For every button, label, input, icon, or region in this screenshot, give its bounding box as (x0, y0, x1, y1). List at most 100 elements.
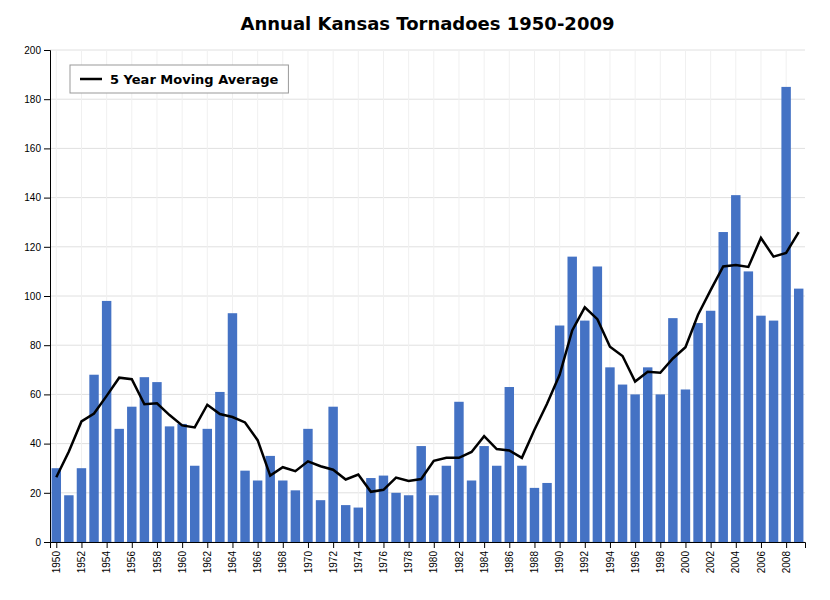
bar (681, 389, 690, 542)
tick-mark (560, 542, 561, 548)
bar (467, 481, 476, 543)
tick-label: 1980 (428, 551, 439, 574)
grid-line-y (50, 50, 805, 51)
bar (781, 87, 790, 542)
bar (102, 301, 111, 542)
tick-mark (635, 542, 636, 548)
bar (769, 321, 778, 542)
bar (630, 394, 639, 542)
bar (165, 426, 174, 542)
grid-line-x (383, 50, 384, 542)
tick-mark (383, 542, 384, 548)
tick-label: 40 (30, 438, 42, 449)
tick-label: 1960 (177, 551, 188, 574)
x-tick: 1958 (152, 542, 163, 573)
bar (555, 326, 564, 542)
y-tick: 20 (30, 488, 50, 499)
tick-label: 1978 (403, 551, 414, 574)
x-tick: 1980 (428, 542, 439, 573)
x-tick: 1996 (630, 542, 641, 573)
tick-label: 1988 (529, 551, 540, 574)
bar (203, 429, 212, 542)
tick-mark (44, 50, 50, 51)
tick-mark (44, 493, 50, 494)
axis-domain (44, 51, 51, 543)
x-tick: 1994 (605, 542, 616, 573)
y-tick: 40 (30, 438, 50, 449)
tick-mark (56, 542, 57, 548)
tick-label: 1986 (504, 551, 515, 574)
bar (341, 505, 350, 542)
x-tick: 1962 (202, 542, 213, 573)
y-tick: 120 (24, 242, 50, 253)
tick-mark (44, 542, 50, 543)
legend: 5 Year Moving Average (70, 65, 288, 93)
tick-mark (44, 148, 50, 149)
tick-mark (44, 247, 50, 248)
bar (580, 321, 589, 542)
bar (442, 466, 451, 542)
tick-label: 1966 (252, 551, 263, 574)
tick-label: 1964 (227, 551, 238, 574)
grid (50, 50, 805, 542)
title: Annual Kansas Tornadoes 1950-2009 (241, 13, 615, 34)
x-tick: 1960 (177, 542, 188, 573)
x-tick: 1982 (454, 542, 465, 573)
x-tick: 1998 (655, 542, 666, 573)
tick-mark (685, 542, 686, 548)
grid-line-y (50, 296, 805, 297)
legend-label: 5 Year Moving Average (110, 72, 279, 87)
bar (291, 490, 300, 542)
grid-line-y (50, 394, 805, 395)
bar (794, 289, 803, 542)
tick-label: 2008 (781, 551, 792, 574)
y-tick: 180 (24, 94, 50, 105)
x-tick: 1974 (353, 542, 364, 573)
tick-mark (44, 99, 50, 100)
legend-box (70, 65, 288, 93)
tick-label: 1998 (655, 551, 666, 574)
bar (328, 407, 337, 542)
grid-line-y (50, 99, 805, 100)
x-tick: 1988 (529, 542, 540, 573)
x-tick: 2002 (705, 542, 716, 573)
tick-label: 1994 (605, 551, 616, 574)
bar (517, 466, 526, 542)
tick-mark (736, 542, 737, 548)
x-tick: 1984 (479, 542, 490, 573)
bar (316, 500, 325, 542)
chart: 1950195219541956195819601962196419661968… (0, 0, 830, 600)
bar (303, 429, 312, 542)
bar (505, 387, 514, 542)
tick-label: 1974 (353, 551, 364, 574)
tick-label: 1972 (328, 551, 339, 574)
bar (240, 471, 249, 542)
y-tick: 80 (30, 340, 50, 351)
grid-line-x (433, 50, 434, 542)
bar (454, 402, 463, 542)
bar (542, 483, 551, 542)
tick-mark (761, 542, 762, 548)
y-axis: 020406080100120140160180200 (24, 45, 50, 548)
plot: 1950195219541956195819601962196419661968… (24, 45, 805, 574)
tick-label: 1970 (303, 551, 314, 574)
tick-mark (207, 542, 208, 548)
x-tick: 1970 (303, 542, 314, 573)
tick-label: 1958 (152, 551, 163, 574)
tick-mark (107, 542, 108, 548)
grid-line-y (50, 443, 805, 444)
x-tick: 1952 (76, 542, 87, 573)
bar (64, 495, 73, 542)
x-tick: 2006 (756, 542, 767, 573)
x-tick: 1954 (101, 542, 112, 573)
tick-label: 1952 (76, 551, 87, 574)
line (56, 232, 798, 492)
tick-label: 60 (30, 389, 42, 400)
bar (731, 195, 740, 542)
tick-mark (44, 296, 50, 297)
x-tick: 1968 (277, 542, 288, 573)
x-tick: 2008 (781, 542, 792, 573)
tick-mark (660, 542, 661, 548)
x-tick: 1972 (328, 542, 339, 573)
tick-mark (409, 542, 410, 548)
